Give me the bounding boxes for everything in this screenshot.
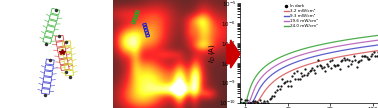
3.2 mW/cm² (328, 58, 333, 59)
9.3 mW/cm² (232, 102, 237, 103)
9.3 mW/cm² (317, 55, 321, 56)
9.3 mW/cm² (376, 44, 378, 46)
24.0 mW/cm² (376, 35, 378, 36)
19.6 mW/cm² (232, 102, 237, 103)
19.6 mW/cm² (258, 79, 262, 80)
Line: 3.2 mW/cm²: 3.2 mW/cm² (235, 51, 378, 103)
9.3 mW/cm² (340, 50, 345, 51)
24.0 mW/cm² (340, 40, 345, 41)
In dark (262, 100, 266, 101)
9.3 mW/cm² (269, 74, 274, 76)
19.6 mW/cm² (376, 40, 378, 41)
In dark (267, 98, 272, 100)
3.2 mW/cm² (340, 56, 345, 57)
19.6 mW/cm² (317, 49, 321, 51)
9.3 mW/cm² (328, 52, 333, 53)
24.0 mW/cm² (297, 49, 302, 51)
24.0 mW/cm² (328, 42, 333, 43)
In dark (364, 57, 369, 58)
3.2 mW/cm² (376, 50, 378, 51)
FancyArrow shape (227, 40, 240, 68)
In dark (307, 71, 312, 72)
24.0 mW/cm² (232, 102, 237, 103)
19.6 mW/cm² (340, 45, 345, 46)
3.2 mW/cm² (317, 61, 321, 62)
In dark (235, 102, 239, 103)
9.3 mW/cm² (258, 87, 262, 88)
9.3 mW/cm² (297, 60, 302, 62)
3.2 mW/cm² (297, 67, 302, 68)
3.2 mW/cm² (258, 98, 262, 99)
Line: 9.3 mW/cm²: 9.3 mW/cm² (235, 45, 378, 103)
3.2 mW/cm² (232, 102, 237, 103)
Y-axis label: $I_D$ (A): $I_D$ (A) (208, 43, 217, 63)
In dark (319, 65, 323, 67)
19.6 mW/cm² (328, 47, 333, 48)
24.0 mW/cm² (258, 71, 262, 72)
3.2 mW/cm² (269, 83, 274, 84)
In dark (376, 51, 378, 52)
Line: 19.6 mW/cm²: 19.6 mW/cm² (235, 40, 378, 103)
In dark (369, 55, 373, 57)
24.0 mW/cm² (269, 61, 274, 63)
24.0 mW/cm² (317, 44, 321, 46)
Legend: In dark, 3.2 mW/cm², 9.3 mW/cm², 19.6 mW/cm², 24.0 mW/cm²: In dark, 3.2 mW/cm², 9.3 mW/cm², 19.6 mW… (284, 4, 318, 29)
Line: 24.0 mW/cm²: 24.0 mW/cm² (235, 35, 378, 103)
19.6 mW/cm² (297, 55, 302, 56)
Line: In dark: In dark (236, 51, 378, 103)
19.6 mW/cm² (269, 68, 274, 69)
